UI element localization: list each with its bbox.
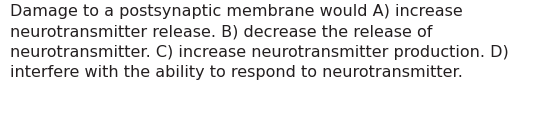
Text: Damage to a postsynaptic membrane would A) increase
neurotransmitter release. B): Damage to a postsynaptic membrane would … — [10, 4, 509, 80]
